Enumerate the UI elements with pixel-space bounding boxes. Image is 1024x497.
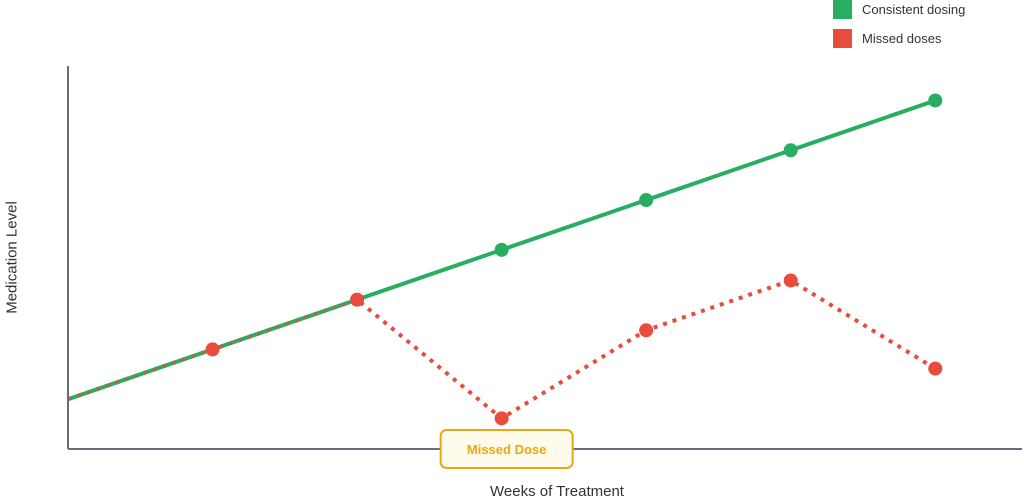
data-point-missed-doses <box>639 323 654 338</box>
data-point-consistent-dosing <box>783 143 798 158</box>
annotation-box <box>439 429 574 469</box>
legend-swatch-consistent-dosing <box>833 0 852 19</box>
annotation-label: Missed Dose <box>467 442 546 457</box>
data-point-consistent-dosing <box>494 242 509 257</box>
legend-swatch-missed-doses <box>833 29 852 48</box>
data-point-missed-doses <box>494 411 509 426</box>
legend-label-missed-doses: Missed doses <box>862 31 942 46</box>
annotation-layer: Missed Dose <box>439 429 574 469</box>
series-layer <box>67 98 937 421</box>
points-layer <box>205 93 943 426</box>
legend: Consistent dosing Missed doses <box>833 0 965 48</box>
data-point-missed-doses <box>205 342 220 357</box>
data-point-missed-doses <box>928 361 943 376</box>
legend-label-consistent-dosing: Consistent dosing <box>862 2 965 17</box>
data-point-consistent-dosing <box>639 193 654 208</box>
data-point-consistent-dosing <box>928 93 943 108</box>
x-axis-label: Weeks of Treatment <box>490 483 625 497</box>
series-line-missed-doses <box>67 278 937 421</box>
data-point-missed-doses <box>350 292 365 307</box>
data-point-missed-doses <box>783 273 798 288</box>
y-axis-label: Medication Level <box>4 201 21 314</box>
